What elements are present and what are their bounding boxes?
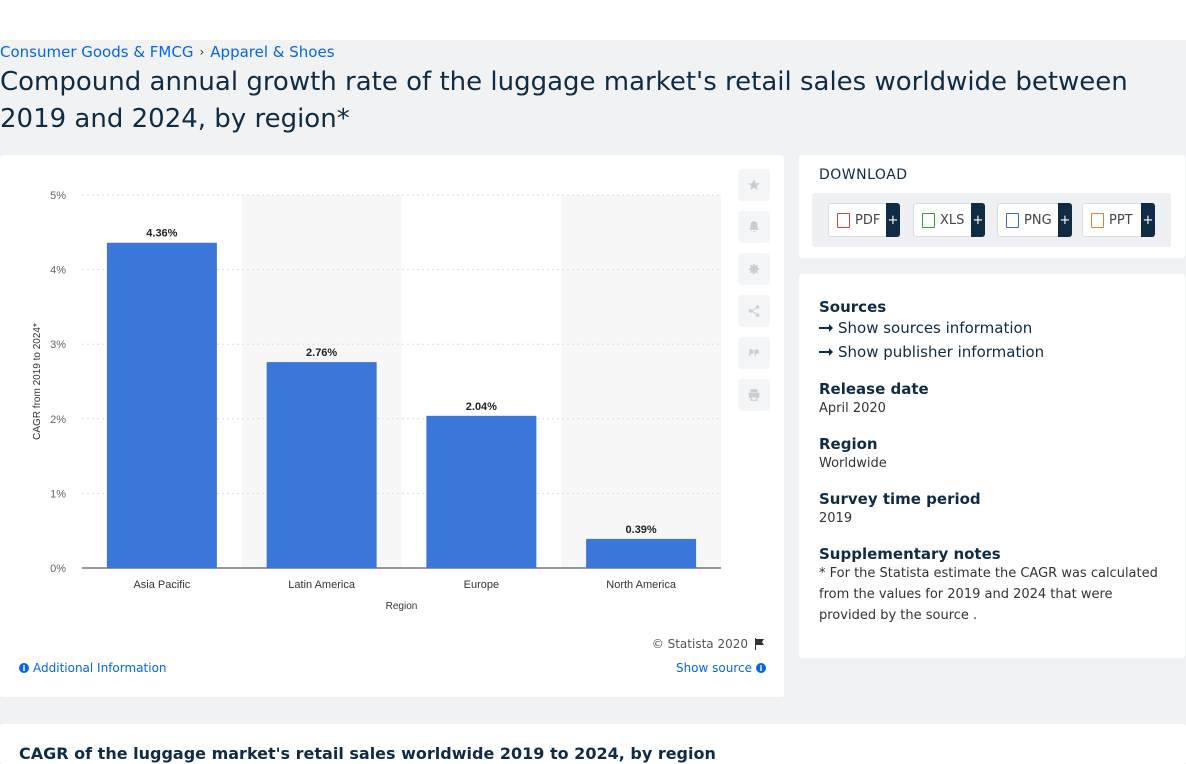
png-file-icon (1006, 212, 1019, 228)
y-tick-label: 1% (50, 488, 66, 500)
plus-icon: + (1058, 203, 1072, 237)
download-pdf-label: PDF (855, 212, 881, 228)
ppt-file-icon (1091, 212, 1104, 228)
sources-section: Sources Show sources information Show pu… (819, 298, 1044, 364)
x-tick-label: North America (606, 579, 677, 591)
region-heading: Region (819, 435, 878, 453)
download-xls-button[interactable]: XLS + (913, 203, 985, 237)
region-value: Worldwide (819, 456, 887, 471)
survey-period-value: 2019 (819, 511, 853, 526)
flag-icon[interactable] (754, 638, 766, 650)
data-label: 0.39% (626, 524, 657, 536)
breadcrumb: Consumer Goods & FMCG › Apparel & Shoes (0, 43, 335, 61)
bar-asia-pacific (106, 242, 217, 568)
x-axis-title: Region (386, 601, 418, 612)
arrow-right-icon (819, 324, 833, 332)
show-publisher-link[interactable]: Show publisher information (819, 340, 1044, 364)
download-png-label: PNG (1024, 212, 1052, 228)
settings-button[interactable] (738, 253, 770, 285)
show-sources-link[interactable]: Show sources information (819, 316, 1044, 340)
download-xls-label: XLS (940, 212, 965, 228)
supplementary-notes-section: Supplementary notes * For the Statista e… (819, 545, 1159, 626)
y-tick-label: 4% (50, 265, 66, 277)
copyright-notice: © Statista 2020 (652, 637, 766, 651)
bar-north-america (586, 538, 697, 568)
sources-heading: Sources (819, 298, 887, 316)
print-icon (748, 389, 760, 401)
info-icon: i (756, 663, 766, 673)
show-source-link[interactable]: Show source i (676, 661, 766, 675)
notification-button[interactable] (738, 211, 770, 243)
show-sources-label: Show sources information (838, 319, 1033, 337)
quote-icon (749, 349, 759, 357)
y-tick-label: 5% (50, 190, 66, 202)
download-pdf-button[interactable]: PDF + (828, 203, 900, 237)
download-ppt-label: PPT (1109, 212, 1133, 228)
plus-icon: + (886, 203, 900, 237)
y-tick-label: 2% (50, 414, 66, 426)
download-buttons: PDF + XLS + PNG + PPT + (812, 193, 1171, 247)
share-button[interactable] (738, 295, 770, 327)
download-panel: DOWNLOAD PDF + XLS + PNG + PPT + (799, 155, 1185, 258)
bar-chart: 0% 1% 2% 3% 4% 5% 4.36% Asia Pacific 2.76% Latin … (32, 190, 721, 612)
y-axis-title: CAGR from 2019 to 2024* (32, 323, 43, 440)
data-label: 2.76% (306, 347, 337, 359)
favorite-button[interactable] (738, 169, 770, 201)
breadcrumb-item-apparel[interactable]: Apparel & Shoes (210, 43, 335, 61)
y-tick-label: 3% (50, 339, 66, 351)
arrow-right-icon (819, 348, 833, 356)
plot-band (561, 195, 721, 568)
show-publisher-label: Show publisher information (838, 343, 1045, 361)
survey-period-heading: Survey time period (819, 490, 981, 508)
print-button[interactable] (738, 379, 770, 411)
gear-icon (748, 263, 760, 275)
supplementary-notes-heading: Supplementary notes (819, 545, 1001, 563)
share-icon (748, 305, 760, 317)
bell-icon (749, 221, 759, 233)
supplementary-notes-value: * For the Statista estimate the CAGR was… (819, 566, 1158, 623)
bar-europe (426, 415, 537, 568)
breadcrumb-separator: › (199, 45, 205, 59)
info-icon: i (19, 663, 29, 673)
cite-button[interactable] (738, 337, 770, 369)
plus-icon: + (1141, 203, 1155, 237)
download-ppt-button[interactable]: PPT + (1082, 203, 1155, 237)
description-title: CAGR of the luggage market's retail sale… (19, 744, 716, 763)
xls-file-icon (922, 212, 935, 228)
y-tick-label: 0% (50, 563, 66, 575)
region-section: Region Worldwide (819, 435, 887, 474)
additional-information-link[interactable]: i Additional Information (19, 661, 167, 675)
additional-information-label: Additional Information (33, 661, 167, 675)
data-label: 4.36% (146, 228, 177, 240)
data-label: 2.04% (466, 401, 497, 413)
top-bar (0, 0, 1186, 40)
statistic-info-panel: Sources Show sources information Show pu… (799, 274, 1185, 658)
star-icon (748, 179, 760, 191)
show-source-label: Show source (675, 661, 752, 675)
breadcrumb-item-consumer-goods[interactable]: Consumer Goods & FMCG (0, 43, 194, 61)
bar-latin-america (266, 362, 377, 568)
chart-tools-sidebar (738, 169, 770, 411)
x-tick-label: Europe (464, 579, 499, 591)
x-tick-label: Asia Pacific (133, 579, 190, 591)
release-date-value: April 2020 (819, 401, 886, 416)
description-panel: CAGR of the luggage market's retail sale… (0, 724, 1186, 764)
page-title: Compound annual growth rate of the lugga… (0, 67, 1128, 134)
download-heading: DOWNLOAD (819, 167, 908, 183)
survey-period-section: Survey time period 2019 (819, 490, 981, 529)
release-date-heading: Release date (819, 380, 929, 398)
release-date-section: Release date April 2020 (819, 380, 929, 419)
chart-panel: 0% 1% 2% 3% 4% 5% 4.36% Asia Pacific 2.76% Latin … (0, 155, 784, 697)
pdf-file-icon (837, 212, 850, 228)
x-tick-label: Latin America (288, 579, 356, 591)
download-png-button[interactable]: PNG + (997, 203, 1072, 237)
copyright-text: © Statista 2020 (651, 637, 748, 651)
plus-icon: + (971, 203, 985, 237)
